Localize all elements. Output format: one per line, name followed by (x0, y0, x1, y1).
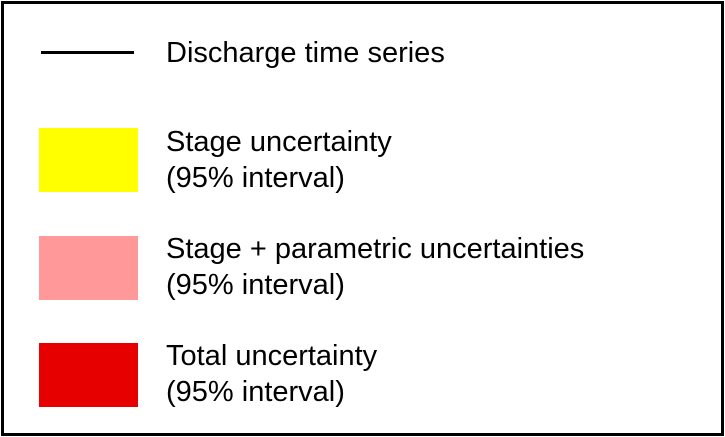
stage-uncertainty-swatch (39, 128, 138, 192)
stage-uncertainty-label: Stage uncertainty (95% interval) (166, 124, 392, 196)
total-uncertainty-label-line2: (95% interval) (166, 376, 345, 408)
parametric-uncertainty-label: Stage + parametric uncertainties (95% in… (166, 231, 584, 303)
total-uncertainty-swatch (39, 343, 138, 407)
discharge-label-text: Discharge time series (166, 37, 445, 69)
parametric-uncertainty-swatch (39, 236, 138, 300)
total-uncertainty-label-line1: Total uncertainty (166, 340, 378, 372)
stage-uncertainty-label-line2: (95% interval) (166, 162, 345, 194)
stage-uncertainty-label-line1: Stage uncertainty (166, 126, 392, 158)
discharge-label: Discharge time series (166, 35, 445, 71)
total-uncertainty-label: Total uncertainty (95% interval) (166, 338, 377, 410)
discharge-line-symbol (41, 51, 134, 54)
parametric-uncertainty-label-line1: Stage + parametric uncertainties (166, 233, 585, 265)
parametric-uncertainty-label-line2: (95% interval) (166, 269, 345, 301)
